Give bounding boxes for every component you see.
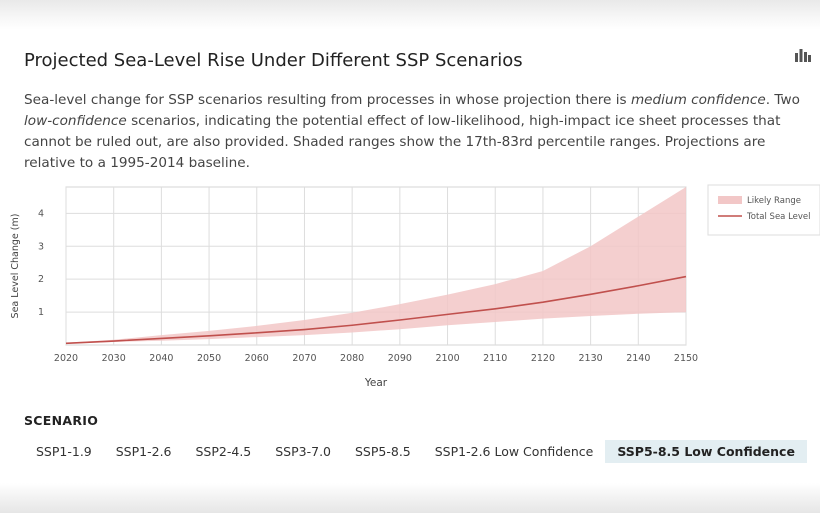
bottom-edge-fade <box>0 483 820 513</box>
scenario-tabs: SSP1-1.9 SSP1-2.6 SSP2-4.5 SSP3-7.0 SSP5-8.5… <box>24 440 807 463</box>
scenario-tab[interactable]: SSP3-7.0 <box>275 444 331 459</box>
top-edge-fade <box>0 0 820 30</box>
description-text: scenarios, indicating the potential effe… <box>24 113 781 171</box>
x-tick-label: 2040 <box>149 353 173 364</box>
x-tick-label: 2030 <box>102 353 126 364</box>
scenario-tab[interactable]: SSP5-8.5 <box>355 444 411 459</box>
scenario-tab[interactable]: SSP1-2.6 Low Confidence <box>434 444 594 459</box>
description-text: Sea-level change for SSP scenarios resul… <box>24 92 631 108</box>
legend-swatch-likely-range <box>718 196 742 204</box>
y-tick-label: 2 <box>38 274 44 285</box>
y-tick-label: 3 <box>38 241 44 252</box>
x-tick-label: 2020 <box>54 353 78 364</box>
chart-description: Sea-level change for SSP scenarios resul… <box>24 90 814 174</box>
total-sea-level-line <box>65 275 687 345</box>
x-tick-label: 2140 <box>626 353 650 364</box>
y-tick-label: 1 <box>38 307 44 318</box>
description-emphasis: low-confidence <box>24 113 127 129</box>
scenario-tab[interactable]: SSP1-2.6 <box>115 444 172 459</box>
x-axis-title: Year <box>364 377 388 389</box>
x-tick-label: 2080 <box>340 353 364 364</box>
sea-level-chart: 2020 2030 2040 2050 2060 2070 2080 2090 2100 2110… <box>10 184 820 389</box>
x-tick-label: 2120 <box>531 353 555 364</box>
legend-label-total-sea-level: Total Sea Level <box>746 212 811 222</box>
scenario-tab[interactable]: SSP5-8.5 Low Confidence <box>605 440 807 463</box>
x-tick-label: 2070 <box>292 353 316 364</box>
x-tick-label: 2110 <box>483 353 507 364</box>
chart-container: 2020 2030 2040 2050 2060 2070 2080 2090 2100 2110… <box>0 175 820 395</box>
chart-legend: Likely Range Total Sea Level <box>707 184 820 236</box>
description-emphasis: medium confidence <box>630 92 766 108</box>
likely-range-band-layer <box>66 187 686 344</box>
x-tick-label: 2090 <box>388 353 412 364</box>
x-tick-label: 2130 <box>579 353 603 364</box>
scenario-tab[interactable]: SSP2-4.5 <box>195 444 252 459</box>
chart-axes: 2020 2030 2040 2050 2060 2070 2080 2090 2100 2110… <box>10 208 698 389</box>
x-tick-label: 2100 <box>435 353 459 364</box>
y-tick-label: 4 <box>38 208 44 219</box>
x-tick-label: 2060 <box>245 353 269 364</box>
legend-box <box>707 184 820 236</box>
scenario-tab[interactable]: SSP1-1.9 <box>36 444 92 459</box>
x-tick-label: 2050 <box>197 353 221 364</box>
page-title: Projected Sea-Level Rise Under Different… <box>24 50 523 71</box>
x-tick-label: 2150 <box>674 353 698 364</box>
bar-chart-icon[interactable] <box>795 48 811 62</box>
legend-label-likely-range: Likely Range <box>747 196 801 206</box>
likely-range-band <box>66 187 686 344</box>
y-axis-title: Sea Level Change (m) <box>10 214 21 319</box>
scenario-heading: SCENARIO <box>24 413 99 428</box>
description-text: . Two <box>765 92 800 108</box>
total-sea-level-line-layer <box>65 275 687 345</box>
